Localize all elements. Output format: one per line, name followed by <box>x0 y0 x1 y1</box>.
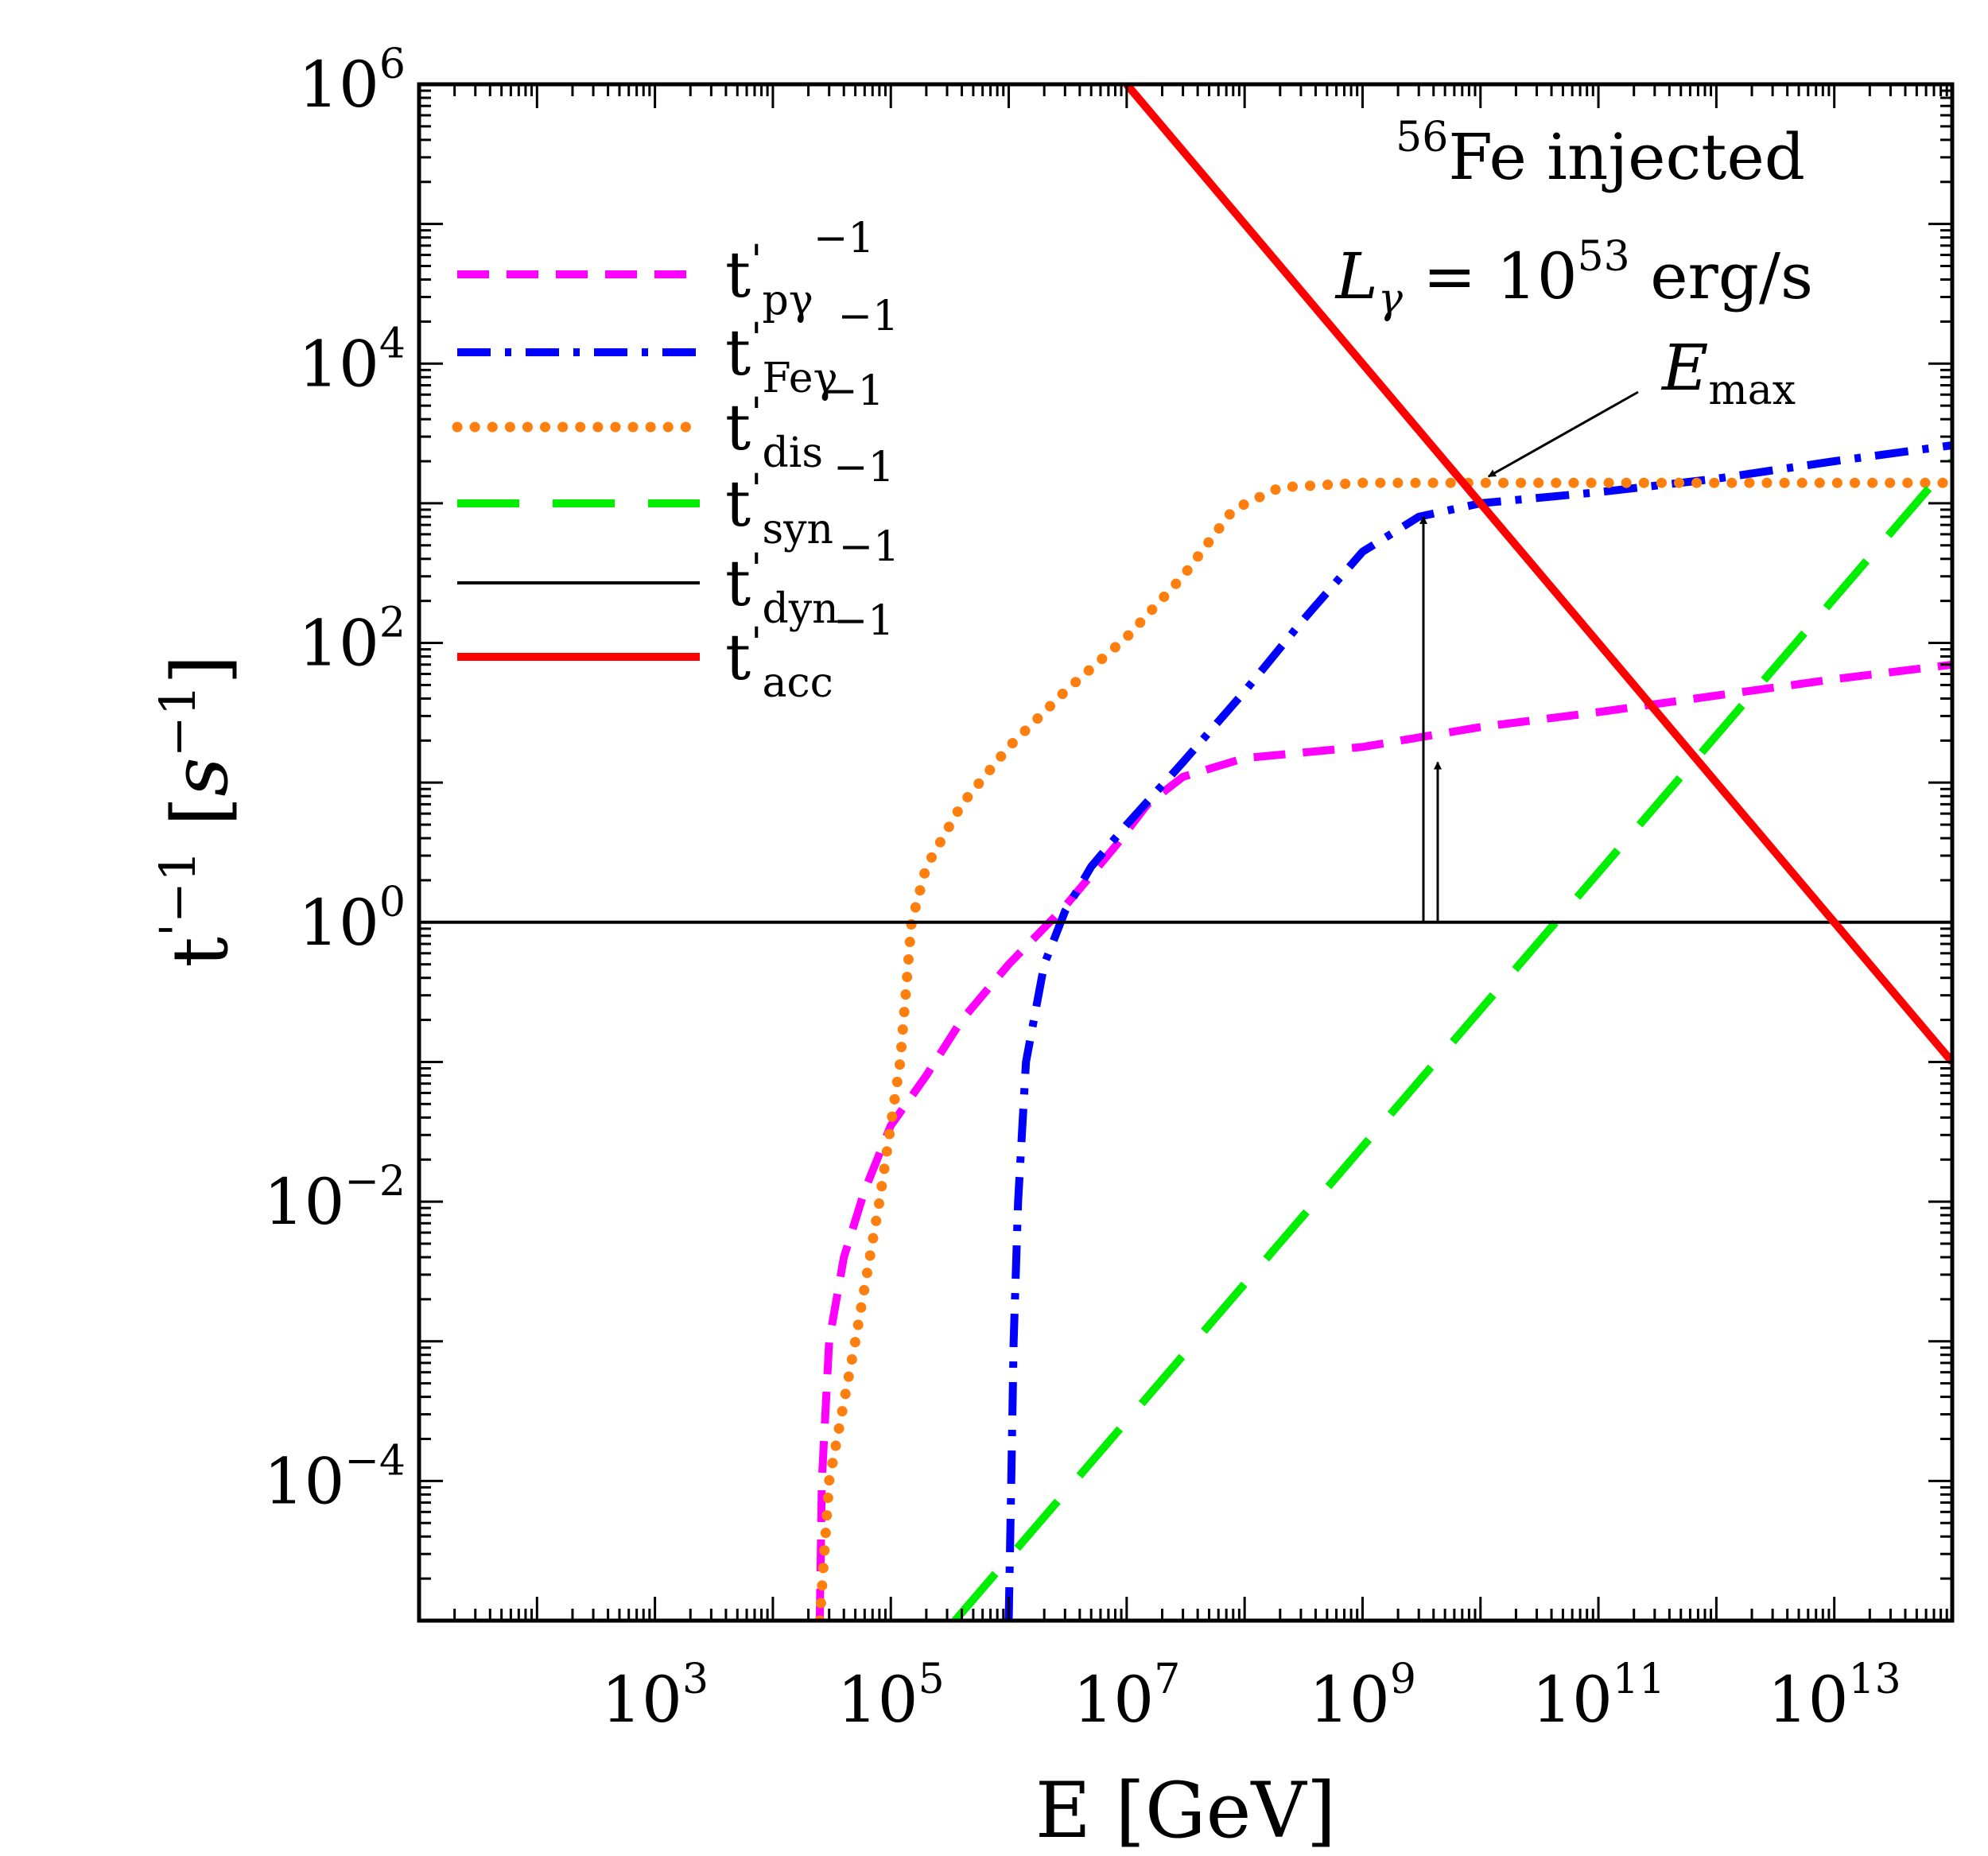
plot-curves <box>419 84 1952 1621</box>
y-tick-label: 104 <box>298 320 406 401</box>
axis-ticks <box>417 83 1954 1622</box>
x-tick-label: 103 <box>601 1656 709 1737</box>
legend: t'pγ−1t'Feγ−1t'dis−1t'syn−1t'dyn−1t'acc−… <box>452 215 899 707</box>
legend-label-dis: t'dis−1 <box>725 367 884 477</box>
legend-label-pg: t'pγ−1 <box>725 215 874 324</box>
annotation-luminosity: Lγ = 1053 erg/s <box>1334 233 1813 323</box>
annotation-emax: Emax <box>1660 331 1796 414</box>
x-tick-label: 1011 <box>1532 1656 1665 1737</box>
x-axis-label: E [GeV] <box>1035 1766 1336 1855</box>
x-tick-label: 109 <box>1309 1656 1416 1737</box>
y-tick-label: 106 <box>298 41 406 122</box>
legend-label-syn: t'syn−1 <box>725 444 895 553</box>
series-line-acc <box>1123 84 1952 1065</box>
legend-label-dyn: t'dyn−1 <box>725 523 899 633</box>
y-tick-label: 102 <box>298 600 406 681</box>
series-line-dis <box>814 477 1952 1621</box>
series-line-pg <box>815 660 1952 1621</box>
annotation-source: 56Fe injected <box>1396 114 1805 194</box>
tick-labels: 103 105 107 109 1011 1013 10−4 10−2 100 102 104 106 <box>264 41 1901 1737</box>
series-line-feg <box>1004 441 1952 1621</box>
y-tick-label: 10−4 <box>264 1437 406 1518</box>
plot-frame <box>417 82 1955 1623</box>
y-tick-label: 10−2 <box>264 1158 406 1239</box>
legend-label-feg: t'Feγ−1 <box>725 293 899 402</box>
emax-pointer-arrow <box>1487 390 1639 478</box>
x-tick-label: 107 <box>1073 1656 1180 1737</box>
legend-label-acc: t'acc−1 <box>725 597 894 707</box>
x-tick-label: 105 <box>837 1656 945 1737</box>
y-tick-label: 100 <box>298 879 406 960</box>
y-axis-label: t'−1 [s−1] <box>149 654 245 967</box>
series-line-syn <box>952 458 1952 1621</box>
x-tick-label: 1013 <box>1768 1656 1901 1737</box>
annotation-arrows <box>1419 390 1639 922</box>
